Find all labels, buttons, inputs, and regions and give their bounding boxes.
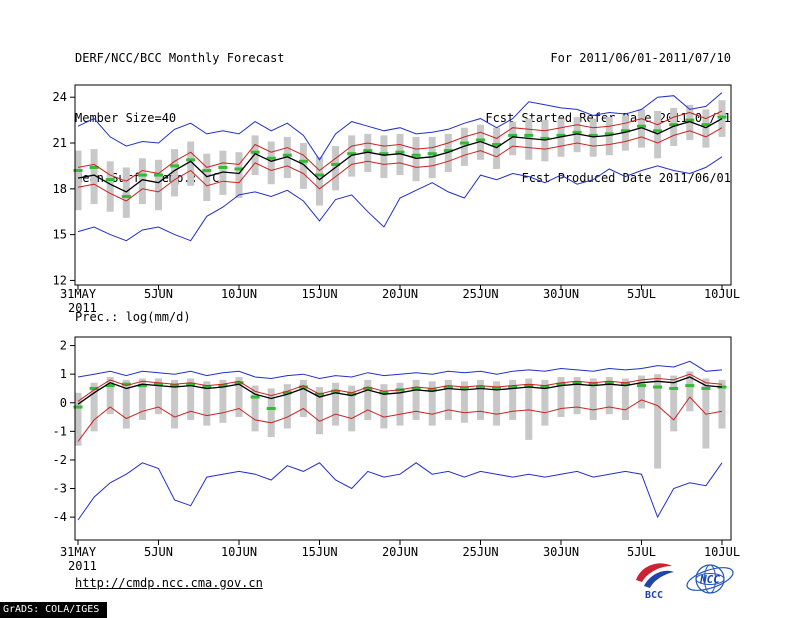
svg-text:25JUN: 25JUN [462,545,498,559]
ensemble-range-bars [74,100,726,218]
bcc-logo-red-swirl [636,563,672,582]
bcc-logo-text: BCC [645,590,663,600]
svg-text:5JUL: 5JUL [627,287,656,301]
svg-text:30JUN: 30JUN [543,545,579,559]
ensemble-min [77,462,723,521]
svg-text:-2: -2 [53,453,67,467]
svg-text:20JUN: 20JUN [382,287,418,301]
svg-text:21: 21 [53,136,67,150]
mean-plus-spread [77,110,723,182]
ncc-logo-equator [695,573,725,585]
svg-text:10JUL: 10JUL [704,545,740,559]
svg-text:10JUL: 10JUL [704,287,740,301]
chart-title: DERF/NCC/BCC Monthly Forecast [75,51,285,65]
svg-text:20JUN: 20JUN [382,545,418,559]
y-axis: 12 15 18 21 24 [53,90,75,287]
svg-text:-3: -3 [53,482,67,496]
svg-text:12: 12 [53,273,67,287]
ensemble-max [77,360,723,380]
svg-text:2: 2 [60,339,67,353]
svg-text:15JUN: 15JUN [301,287,337,301]
svg-text:-4: -4 [53,510,67,524]
ensemble-max [77,92,723,161]
svg-text:10JUN: 10JUN [221,287,257,301]
mean-minus-spread [77,396,723,442]
plot-box [74,336,732,541]
mean-minus-spread [77,127,723,202]
svg-text:5JUN: 5JUN [144,545,173,559]
svg-text:15JUN: 15JUN [301,545,337,559]
svg-text:30JUN: 30JUN [543,287,579,301]
ncc-logo: NCC [686,564,734,594]
forecast-range-label: For 2011/06/01-2011/07/10 [550,51,731,65]
precip-variable-label: Prec.: log(mm/d) [75,310,191,324]
svg-text:1: 1 [60,367,67,381]
bcc-logo-blue-swirl [644,570,674,588]
climatology-dashes [73,381,727,410]
y-axis: -4 -3 -2 -1 0 1 2 [53,339,75,524]
year-label: 2011 [68,559,97,573]
svg-text:10JUN: 10JUN [221,545,257,559]
precipitation-chart: -4 -3 -2 -1 0 1 2 31MAY 5JUN 10JUN 15JUN 20JUN 25JUN… [53,336,740,573]
svg-text:-1: -1 [53,424,67,438]
x-axis: 31MAY 5JUN 10JUN 15JUN 20JUN 25JUN 30JUN 5JUL 10… [60,540,740,573]
svg-text:5JUN: 5JUN [144,287,173,301]
svg-text:18: 18 [53,182,67,196]
ncc-logo-text: NCC [699,573,720,586]
svg-text:31MAY: 31MAY [60,545,97,559]
member-size-label: Member Size=40 [75,111,177,125]
ncc-logo-meridian [704,564,716,594]
source-url-link[interactable]: http://cmdp.ncc.cma.gov.cn [75,576,263,590]
ncc-logo-orbit-ring [686,567,734,591]
x-axis: 31MAY 5JUN 10JUN 15JUN 20JUN 25JUN 30JUN 5JUL 10… [60,285,740,315]
plot-box [74,84,732,286]
ensemble-min [77,156,723,242]
year-label: 2011 [68,301,97,315]
svg-text:15: 15 [53,228,67,242]
bcc-logo: BCC [636,563,674,600]
svg-text:25JUN: 25JUN [462,287,498,301]
grads-credit: GrADS: COLA/IGES [0,602,108,618]
svg-text:31MAY: 31MAY [60,287,97,301]
svg-text:24: 24 [53,90,67,104]
mean-plus-spread [77,373,723,402]
svg-text:5JUL: 5JUL [627,545,656,559]
ensemble-range-bars [74,371,726,469]
ensemble-mean [77,376,723,405]
climatology-dashes [73,115,727,198]
svg-text:0: 0 [60,396,67,410]
ensemble-mean [77,118,723,193]
